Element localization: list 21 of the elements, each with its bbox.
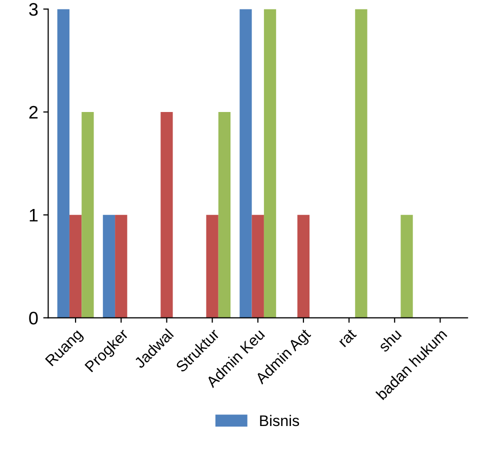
legend-label: Bisnis: [260, 414, 300, 426]
bar: [206, 214, 218, 318]
bar: [264, 9, 276, 318]
bar: [240, 9, 252, 318]
bar: [102, 214, 116, 318]
y-tick-label: 1: [30, 209, 38, 222]
bar: [297, 214, 310, 318]
bar: [252, 214, 264, 318]
bar: [69, 214, 82, 318]
bar: [115, 214, 128, 318]
x-tick-label: rat: [338, 328, 357, 348]
bar: [355, 9, 368, 318]
bar: [82, 112, 94, 318]
x-tick-label: shu: [377, 328, 402, 353]
bar: [218, 112, 231, 318]
bar: [57, 9, 70, 318]
y-tick-label: 3: [29, 3, 38, 16]
bar: [160, 112, 173, 318]
y-tick-label: 0: [29, 312, 38, 325]
bar: [400, 214, 413, 318]
y-tick-label: 2: [29, 106, 38, 119]
